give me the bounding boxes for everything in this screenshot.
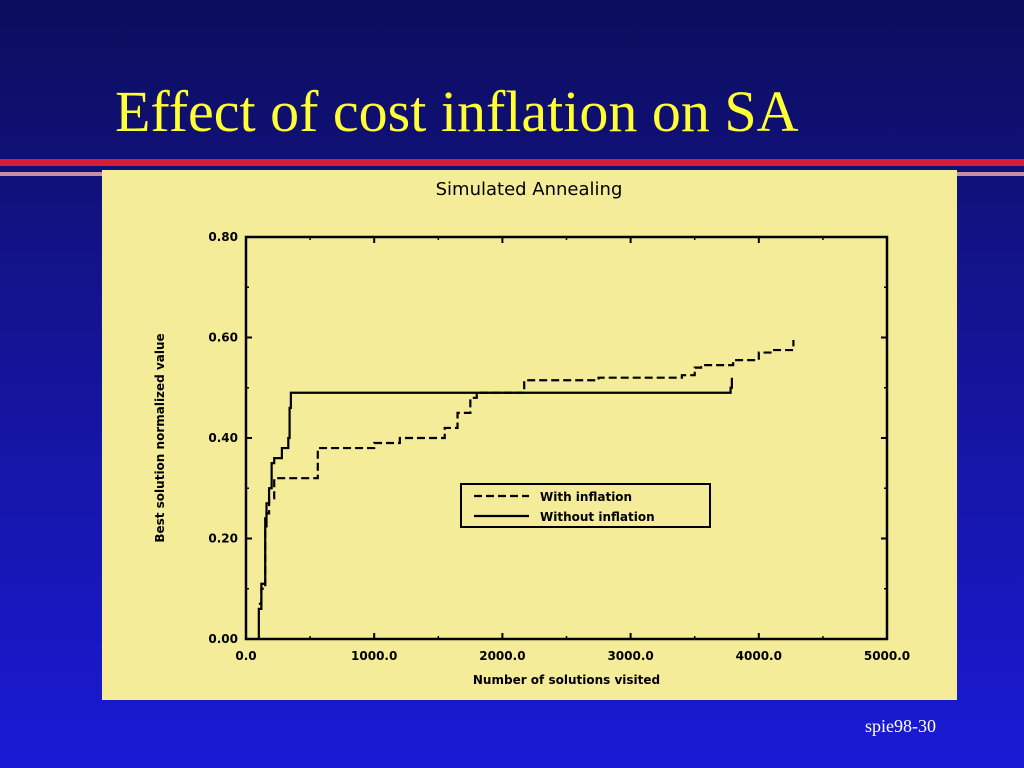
- y-axis-label: Best solution normalized value: [153, 333, 167, 542]
- chart-panel: Simulated Annealing 0.0 1000.0 2000.0 3000.0…: [102, 170, 957, 700]
- y-tick-label: 0.00: [208, 632, 238, 646]
- slide-footer: spie98-30: [865, 716, 936, 736]
- series-line-without-inflation: [257, 377, 733, 639]
- x-tick-label: 3000.0: [607, 649, 653, 663]
- legend-label: With inflation: [540, 490, 632, 504]
- y-tick-label: 0.40: [208, 431, 238, 445]
- x-axis-label: Number of solutions visited: [473, 673, 660, 687]
- title-rule-red: [0, 159, 1024, 166]
- slide-title: Effect of cost inflation on SA: [115, 79, 799, 144]
- legend-label: Without inflation: [540, 510, 655, 524]
- chart-title: Simulated Annealing: [436, 179, 623, 200]
- legend-box: [460, 483, 711, 528]
- y-tick-label: 0.20: [208, 532, 238, 546]
- plot-frame: [244, 235, 889, 641]
- series-line-with-inflation: [258, 340, 795, 605]
- chart-svg: Simulated Annealing 0.0 1000.0 2000.0 3000.0…: [153, 179, 910, 687]
- y-tick-label: 0.80: [208, 230, 238, 244]
- x-tick-label: 2000.0: [479, 649, 525, 663]
- y-tick-label: 0.60: [208, 331, 238, 345]
- x-tick-label: 0.0: [235, 649, 256, 663]
- x-tick-label: 4000.0: [736, 649, 782, 663]
- x-tick-label: 5000.0: [864, 649, 910, 663]
- x-tick-label: 1000.0: [351, 649, 397, 663]
